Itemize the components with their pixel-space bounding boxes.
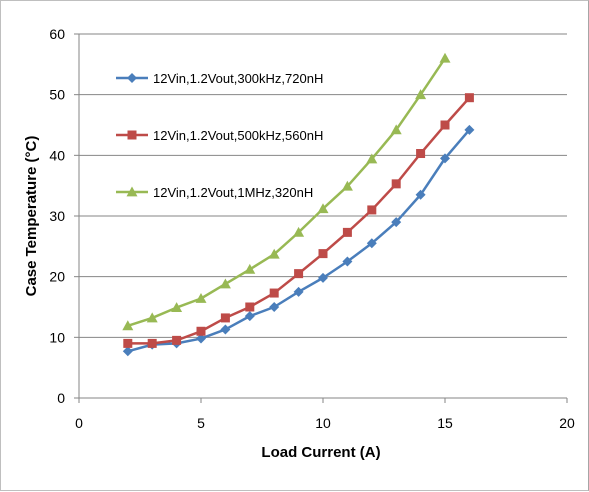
data-series [122,53,474,357]
data-point-square [123,339,132,348]
data-point-square [465,93,474,102]
legend-label: 12Vin,1.2Vout,500kHz,560nH [153,128,323,143]
tick-labels: 0 10 20 30 40 50 60 0 5 10 15 20 [49,26,575,431]
data-point-diamond [220,324,230,334]
data-point-square [172,336,181,345]
data-point-square [270,289,279,298]
data-point-diamond [245,311,255,321]
y-tick-label: 60 [49,26,65,42]
legend-label: 12Vin,1.2Vout,1MHz,320nH [153,185,313,200]
x-tick-label: 10 [315,415,331,431]
data-point-square [148,339,157,348]
data-point-triangle [196,293,207,303]
series-diamond [123,125,475,356]
data-point-triangle [220,278,231,288]
legend-entry-square: 12Vin,1.2Vout,500kHz,560nH [116,128,323,143]
legend-label: 12Vin,1.2Vout,300kHz,720nH [153,71,323,86]
data-point-square [319,249,328,258]
legend-entry-diamond: 12Vin,1.2Vout,300kHz,720nH [116,71,323,86]
legend-marker-square [128,131,137,140]
y-tick-label: 0 [57,390,65,406]
x-tick-label: 20 [559,415,575,431]
legend: 12Vin,1.2Vout,300kHz,720nH 12Vin,1.2Vout,… [116,71,323,200]
data-point-square [221,313,230,322]
series-line-diamond [128,130,470,351]
data-point-square [294,269,303,278]
y-tick-label: 10 [49,329,65,345]
legend-entry-triangle: 12Vin,1.2Vout,1MHz,320nH [116,185,313,200]
x-axis-title: Load Current (A) [261,444,380,461]
y-tick-label: 30 [49,208,65,224]
data-point-square [245,303,254,312]
data-point-square [416,149,425,158]
data-point-square [367,205,376,214]
data-point-square [441,121,450,130]
data-point-square [197,327,206,336]
data-point-triangle [244,264,255,274]
data-point-square [343,228,352,237]
y-tick-label: 40 [49,147,65,163]
y-tick-label: 50 [49,87,65,103]
x-tick-label: 15 [437,415,453,431]
x-tick-label: 0 [75,415,83,431]
data-point-triangle [440,53,451,63]
legend-marker-diamond [127,73,137,83]
y-tick-label: 20 [49,269,65,285]
data-point-square [392,179,401,188]
y-axis-title: Case Temperature (°C) [23,136,40,297]
x-tick-label: 5 [197,415,205,431]
